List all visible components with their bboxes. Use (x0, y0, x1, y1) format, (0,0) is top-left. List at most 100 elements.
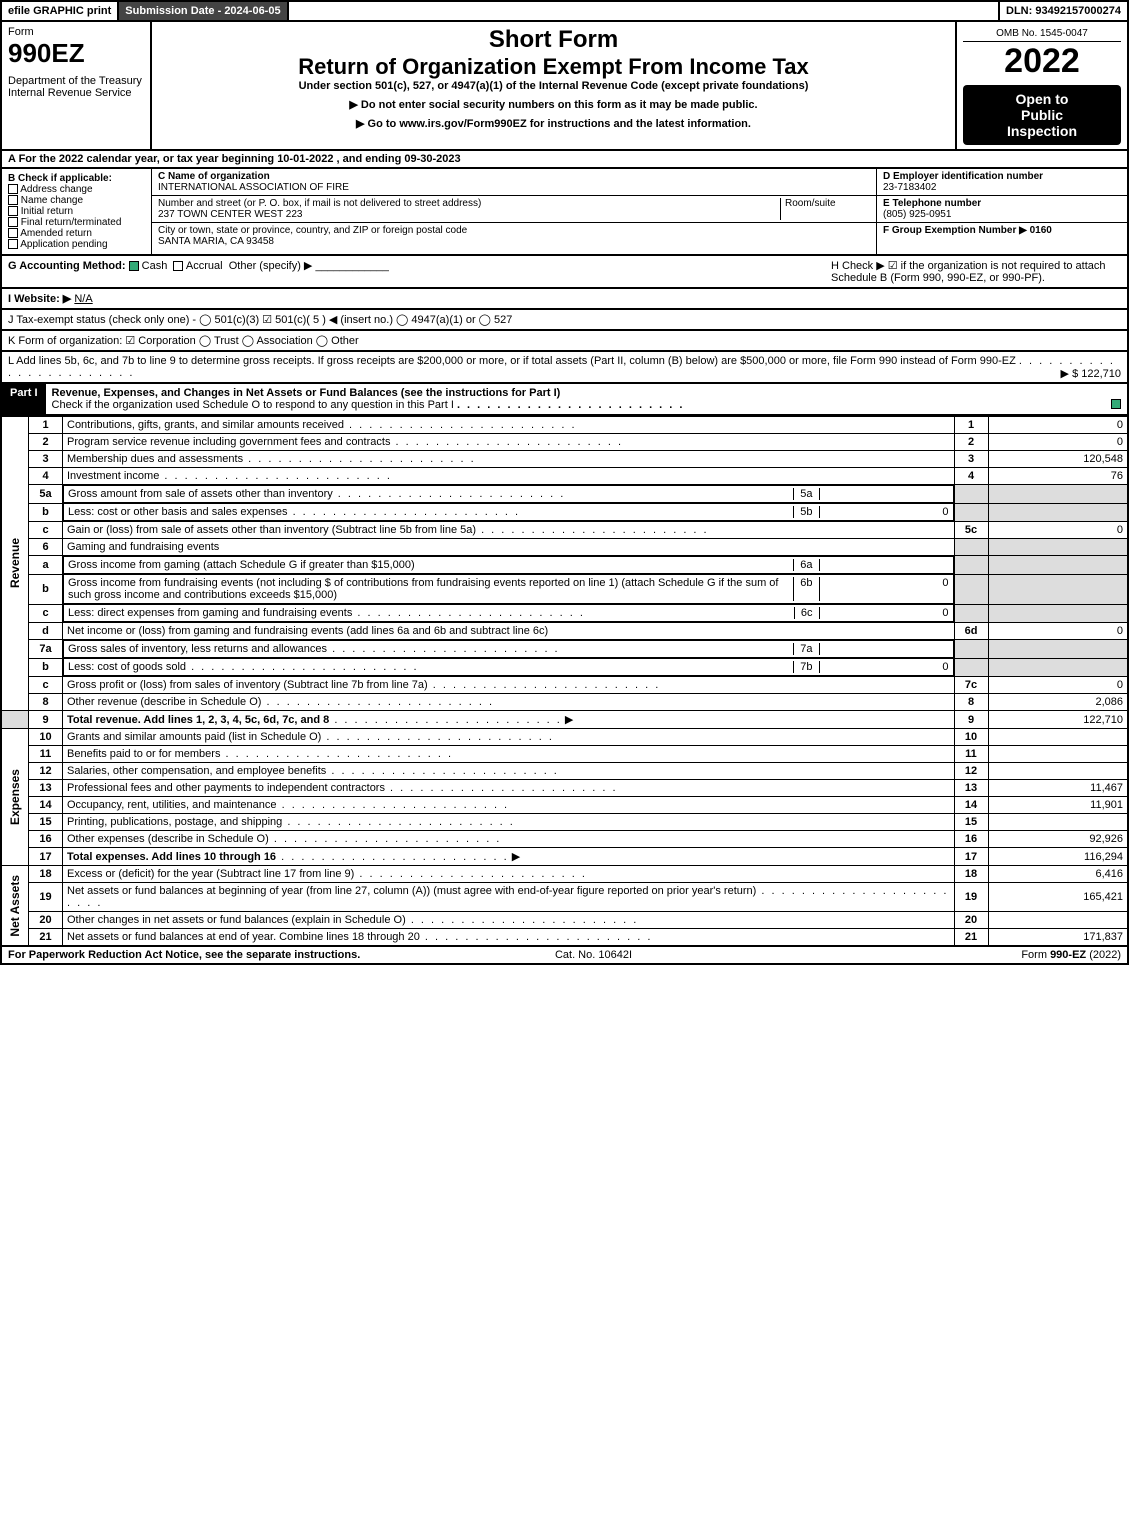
l1-desc: Contributions, gifts, grants, and simila… (67, 419, 344, 431)
l20-v (988, 912, 1128, 929)
b-item[interactable]: Name change (8, 195, 145, 206)
l12-v (988, 763, 1128, 780)
lines-table: Revenue 1Contributions, gifts, grants, a… (0, 416, 1129, 947)
efile-label[interactable]: efile GRAPHIC print (2, 2, 119, 20)
line-a: A For the 2022 calendar year, or tax yea… (0, 151, 1129, 169)
c-city-lbl: City or town, state or province, country… (158, 225, 870, 236)
l9-v: 122,710 (988, 711, 1128, 729)
open2: Public (967, 107, 1117, 123)
row-i: I Website: ▶ N/A (0, 289, 1129, 310)
l16-n: 16 (954, 831, 988, 848)
top-bar: efile GRAPHIC print Submission Date - 20… (0, 0, 1129, 22)
d-row: D Employer identification number 23-7183… (877, 169, 1127, 196)
l4-n: 4 (954, 468, 988, 485)
under-section: Under section 501(c), 527, or 4947(a)(1)… (162, 80, 945, 92)
g-accrual-check[interactable] (173, 261, 183, 271)
col-c: C Name of organization INTERNATIONAL ASS… (152, 169, 877, 254)
l7c-n: 7c (954, 677, 988, 694)
l15-v (988, 814, 1128, 831)
l15-desc: Printing, publications, postage, and shi… (67, 816, 282, 828)
b-item[interactable]: Application pending (8, 239, 145, 250)
l7b-sv: 0 (819, 661, 949, 673)
b-item[interactable]: Final return/terminated (8, 217, 145, 228)
h-block: H Check ▶ ☑ if the organization is not r… (831, 259, 1121, 284)
l5b-sv: 0 (819, 506, 949, 518)
l7a-sv (819, 643, 949, 655)
dln: DLN: 93492157000274 (998, 2, 1127, 20)
l21-desc: Net assets or fund balances at end of ye… (67, 931, 420, 943)
l9-desc: Total revenue. Add lines 1, 2, 3, 4, 5c,… (67, 714, 329, 726)
b-amend: Amended return (20, 228, 92, 239)
l19-n: 19 (954, 883, 988, 912)
l7a-desc: Gross sales of inventory, less returns a… (68, 643, 327, 655)
l6b-sv: 0 (819, 577, 949, 601)
l16-desc: Other expenses (describe in Schedule O) (67, 833, 269, 845)
side-revenue: Revenue (6, 534, 24, 592)
form-number: 990EZ (8, 38, 144, 69)
l1-v: 0 (988, 417, 1128, 434)
b-item[interactable]: Amended return (8, 228, 145, 239)
l6b-desc: Gross income from fundraising events (no… (68, 577, 778, 601)
ssn-warning: ▶ Do not enter social security numbers o… (162, 98, 945, 111)
l17-v: 116,294 (988, 848, 1128, 866)
i-lbl: I Website: ▶ (8, 293, 71, 305)
l7b-sn: 7b (793, 661, 818, 673)
goto-link[interactable]: ▶ Go to www.irs.gov/Form990EZ for instru… (162, 117, 945, 130)
page-footer: For Paperwork Reduction Act Notice, see … (0, 947, 1129, 965)
l6d-desc: Net income or (loss) from gaming and fun… (67, 625, 548, 637)
c-name-lbl: C Name of organization (158, 171, 870, 182)
open1: Open to (967, 91, 1117, 107)
l-txt: L Add lines 5b, 6c, and 7b to line 9 to … (8, 355, 1016, 367)
g-accrual: Accrual (186, 260, 223, 272)
form-header: Form 990EZ Department of the Treasury In… (0, 22, 1129, 151)
c-street-row: Number and street (or P. O. box, if mail… (152, 196, 876, 223)
col-b: B Check if applicable: Address change Na… (2, 169, 152, 254)
l10-n: 10 (954, 729, 988, 746)
l5c-v: 0 (988, 522, 1128, 539)
l7a-sn: 7a (793, 643, 818, 655)
l20-desc: Other changes in net assets or fund bala… (67, 914, 406, 926)
l20-n: 20 (954, 912, 988, 929)
part1-title: Revenue, Expenses, and Changes in Net As… (46, 384, 1127, 414)
l18-desc: Excess or (deficit) for the year (Subtra… (67, 868, 354, 880)
l5a-sn: 5a (793, 488, 818, 500)
open3: Inspection (967, 123, 1117, 139)
l11-n: 11 (954, 746, 988, 763)
l11-v (988, 746, 1128, 763)
g-cash-check[interactable] (129, 261, 139, 271)
l17-arrow: ▶ (512, 851, 520, 863)
l7c-desc: Gross profit or (loss) from sales of inv… (67, 679, 428, 691)
omb-number: OMB No. 1545-0047 (963, 26, 1121, 42)
c-street-lbl: Number and street (or P. O. box, if mail… (158, 198, 780, 209)
org-city: SANTA MARIA, CA 93458 (158, 236, 870, 247)
irs-label: Internal Revenue Service (8, 87, 144, 99)
l4-desc: Investment income (67, 470, 159, 482)
l6a-sn: 6a (793, 559, 818, 571)
e-lbl: E Telephone number (883, 198, 1121, 209)
l6c-sn: 6c (794, 607, 819, 619)
l6d-n: 6d (954, 623, 988, 640)
l2-v: 0 (988, 434, 1128, 451)
l14-v: 11,901 (988, 797, 1128, 814)
org-name: INTERNATIONAL ASSOCIATION OF FIRE (158, 182, 870, 193)
l6a-desc: Gross income from gaming (attach Schedul… (68, 559, 415, 571)
l13-n: 13 (954, 780, 988, 797)
l6b-sn: 6b (793, 577, 818, 601)
b-item[interactable]: Initial return (8, 206, 145, 217)
l19-desc: Net assets or fund balances at beginning… (67, 885, 756, 897)
phone: (805) 925-0951 (883, 209, 1121, 220)
l14-desc: Occupancy, rent, utilities, and maintena… (67, 799, 277, 811)
l-amt: ▶ $ 122,710 (1061, 367, 1121, 380)
l6-desc: Gaming and fundraising events (63, 539, 955, 556)
l7b-desc: Less: cost of goods sold (68, 661, 186, 673)
l18-n: 18 (954, 866, 988, 883)
dept-label: Department of the Treasury (8, 75, 144, 87)
l21-v: 171,837 (988, 929, 1128, 947)
schedule-o-check[interactable] (1111, 399, 1121, 409)
part1-header: Part I Revenue, Expenses, and Changes in… (0, 384, 1129, 416)
row-j: J Tax-exempt status (check only one) - ◯… (0, 310, 1129, 331)
b-addr: Address change (20, 184, 92, 195)
footer-right: Form 990-EZ (2022) (1021, 949, 1121, 961)
b-item[interactable]: Address change (8, 184, 145, 195)
ein: 23-7183402 (883, 182, 1121, 193)
